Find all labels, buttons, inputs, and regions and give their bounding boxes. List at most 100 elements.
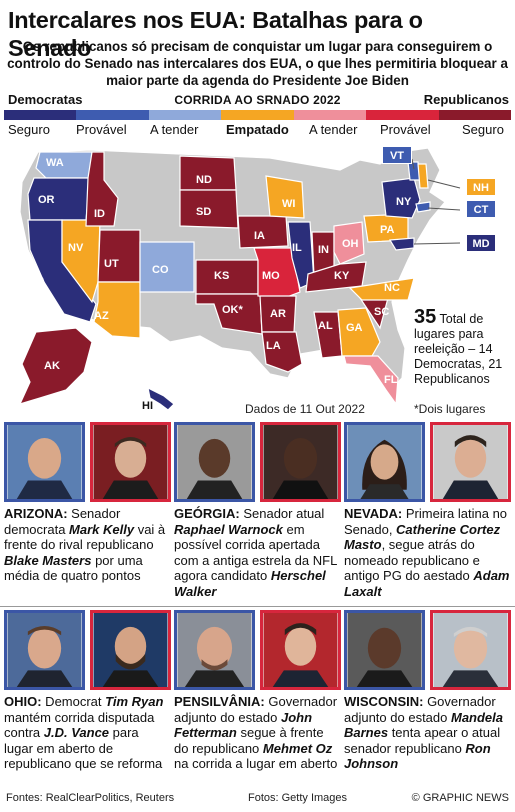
panel-text: OHIO: Democrat Tim Ryan mantém corrida d… (4, 694, 170, 772)
panel-text-part: , segue atrás do nomeado republicano e a… (344, 537, 480, 583)
candidate-name-democrat: Raphael Warnock (174, 521, 283, 537)
subtitle: Os republicanos só precisam de conquista… (7, 39, 508, 88)
candidate-photos (4, 610, 172, 690)
data-date-note: Dados de 11 Out 2022 (245, 402, 365, 416)
legend-label: Seguro (8, 122, 50, 137)
state-label-ia: IA (254, 230, 265, 242)
panel-text-part: para lugar em aberto de republicano que … (4, 725, 163, 771)
state-label-ok: OK* (222, 304, 243, 316)
footer-photos: Fotos: Getty Images (248, 792, 348, 804)
state-fl (343, 355, 399, 406)
panel-text-part: tenta apear o atual senador republicano (344, 725, 501, 756)
panel-text-part: por uma média de quatro pontos (4, 552, 143, 584)
us-map-shapes (18, 147, 461, 411)
panel-state: PENSILVÂNIA: (174, 694, 265, 709)
state-label-ks: KS (214, 270, 230, 282)
candidate-photo-democrat (4, 610, 85, 690)
legend-color-bar (4, 110, 511, 120)
candidate-photos (344, 422, 512, 502)
state-tag-vt: VT (382, 146, 412, 164)
legend-swatch-dem-lean (148, 110, 222, 120)
state-ny (381, 177, 421, 219)
us-senate-map: WA OR CA NV ID UT AZ CO ND SD KS OK* IA … (0, 142, 515, 420)
panel-text-part: mantém corrida disputada contra (4, 709, 155, 741)
panel-text: ARIZONA: Senador democrata Mark Kelly va… (4, 506, 170, 584)
candidate-photos (174, 422, 342, 502)
legend-swatch-dem-likely (76, 110, 149, 120)
state-label-oh: OH (342, 238, 359, 250)
candidate-name-republican: Herschel Walker (174, 568, 326, 599)
panel-state: OHIO: (4, 694, 42, 709)
candidate-name-democrat: Tim Ryan (105, 694, 164, 709)
state-tag-md: MD (466, 234, 496, 252)
state-ut (97, 229, 141, 283)
candidate-photo-democrat (344, 422, 425, 502)
callout-line-vt (411, 158, 415, 170)
panel-state: NEVADA: (344, 506, 403, 521)
total-seats-text: Total de lugares para reeleição – 14 Dem… (414, 312, 503, 386)
candidate-name-democrat: Mandela Barnes (344, 709, 503, 741)
candidate-photo-republican (430, 610, 511, 690)
state-sd (179, 189, 239, 229)
state-label-wi: WI (282, 198, 296, 210)
page-title: Intercalares nos EUA: Batalhas para o Se… (8, 7, 423, 61)
legend-center-label: CORRIDA AO SRNADO 2022 (174, 93, 341, 107)
state-label-co: CO (152, 264, 169, 276)
footer-copyright: © GRAPHIC NEWS (411, 792, 509, 804)
state-label-in: IN (318, 244, 329, 256)
callout-line-ct (427, 207, 461, 211)
state-label-hi: HI (142, 400, 153, 412)
legend-swatch-rep-lean (293, 110, 367, 120)
legend-label: Seguro (462, 122, 504, 137)
state-label-fl: FL (384, 374, 398, 386)
state-label-sc: SC (374, 306, 390, 318)
total-seats-number: 35 (414, 306, 437, 328)
callout-line-nh (427, 179, 461, 189)
state-tag-nh: NH (466, 178, 496, 196)
candidate-photo-republican (260, 422, 341, 502)
panel-text-part: Governador adjunto do estado (344, 694, 496, 725)
state-label-la: LA (266, 340, 281, 352)
state-wa (35, 151, 93, 179)
legend-label: Provável (76, 122, 127, 137)
panel-text-part: Governador adjunto do estado (174, 694, 338, 725)
panel-text: NEVADA: Primeira latina no Senado, Cathe… (344, 506, 510, 599)
state-nc (348, 277, 415, 301)
state-hi (147, 386, 175, 411)
state-label-ak: AK (44, 360, 60, 372)
candidate-name-republican: Ron Johnson (344, 740, 491, 772)
candidate-name-democrat: John Fetterman (174, 709, 313, 741)
legend-header: Democratas CORRIDA AO SRNADO 2022 Republ… (4, 92, 511, 108)
legend-swatch-rep-likely (366, 110, 439, 120)
candidate-photos (174, 610, 342, 690)
state-nh (417, 163, 429, 189)
legend-labels: Seguro Provável A tender Empatado A tend… (4, 122, 511, 138)
state-tag-ct: CT (466, 200, 496, 218)
panel-text-part: Senador atual (239, 506, 325, 521)
panel-text-part: Senador democrata (4, 506, 121, 537)
candidate-photo-democrat (174, 422, 255, 502)
legend-label: Empatado (226, 122, 289, 137)
panel-state: ARIZONA: (4, 506, 68, 521)
candidate-name-democrat: Catherine Cortez Masto (344, 521, 501, 553)
panel-text-part: Primeira latina no Senado, (344, 506, 508, 537)
state-label-nd: ND (196, 174, 212, 186)
state-label-ut: UT (104, 258, 119, 270)
total-seats-note: 35 Total de lugares para reeleição – 14 … (414, 307, 514, 387)
panel-text: WISCONSIN: Governador adjunto do estado … (344, 694, 510, 772)
panel-text-part: Democrat (41, 694, 106, 709)
legend-label: Provável (380, 122, 431, 137)
state-md (388, 237, 415, 251)
state-label-wa: WA (46, 157, 64, 169)
legend-democrats-label: Democratas (8, 92, 83, 107)
state-label-ky: KY (334, 270, 350, 282)
candidate-photo-democrat (4, 422, 85, 502)
candidate-photo-democrat (344, 610, 425, 690)
candidate-photo-republican (90, 610, 171, 690)
candidate-name-republican: Mehmet Oz (262, 740, 333, 756)
candidate-photos (4, 422, 172, 502)
state-id (85, 151, 119, 227)
callout-line-md (413, 242, 461, 245)
state-ky (305, 261, 367, 293)
panel-text-part: segue à frente do republicano (174, 725, 324, 756)
